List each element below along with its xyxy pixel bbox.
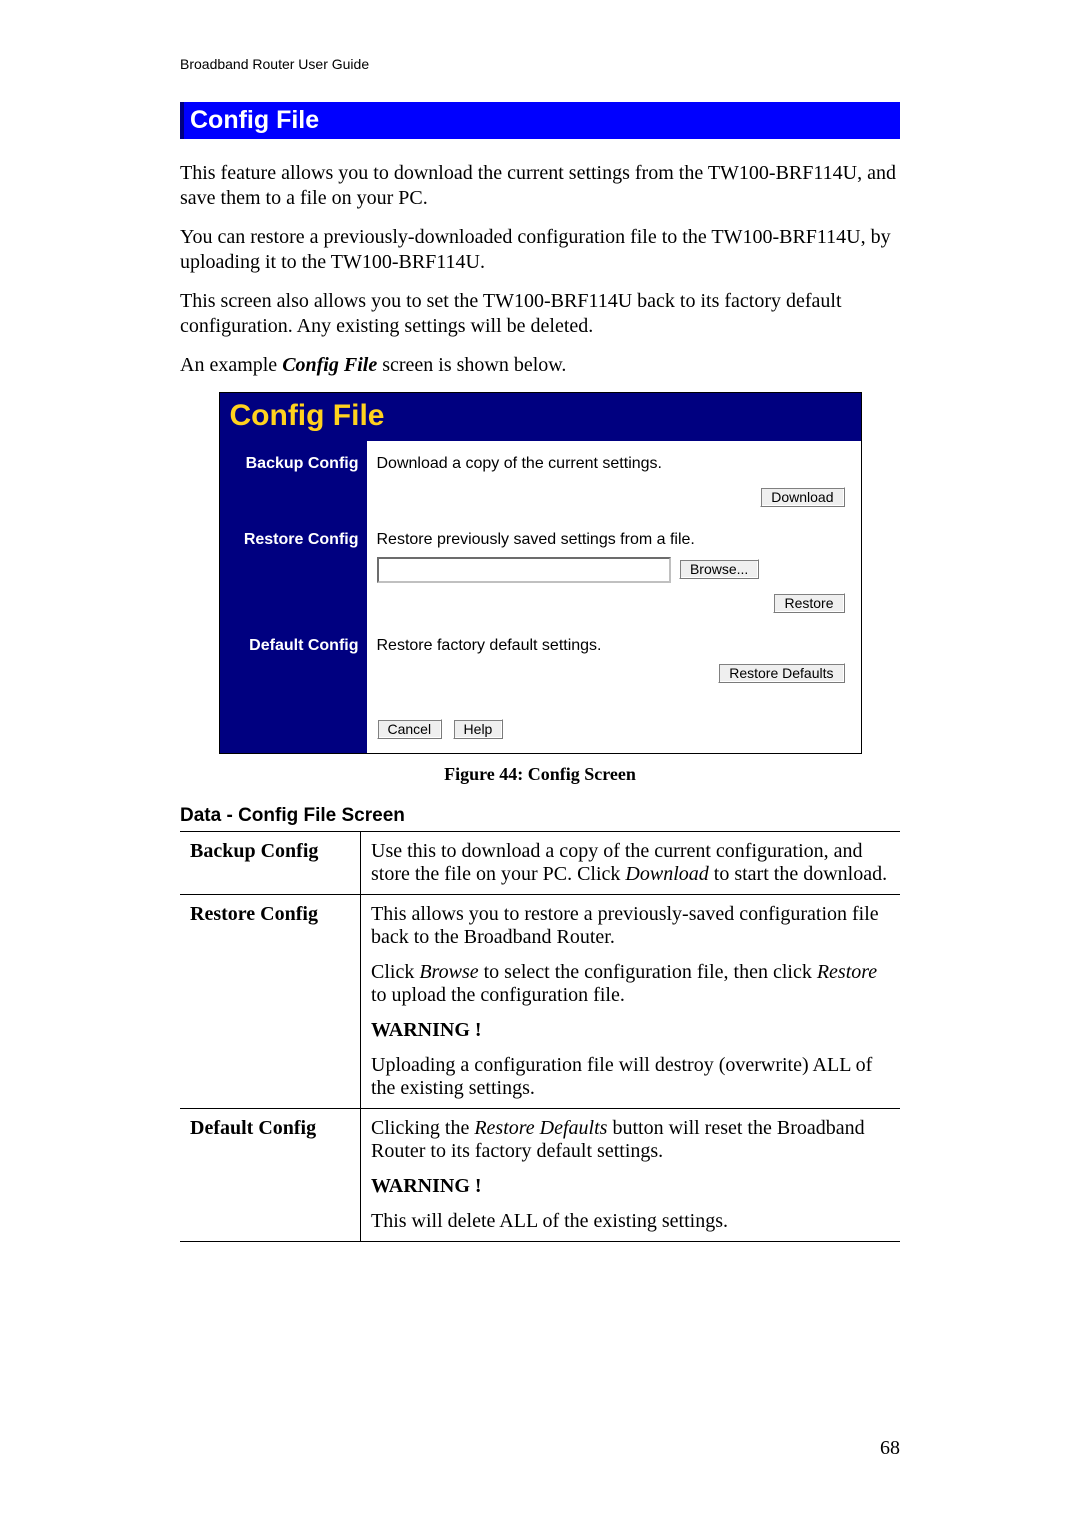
- restore-config-label: Restore Config: [220, 517, 367, 623]
- footer-content: Cancel Help: [367, 693, 861, 753]
- restore-desc-3: Uploading a configuration file will dest…: [371, 1054, 890, 1100]
- config-file-screenshot: Config File Backup Config Download a cop…: [219, 392, 862, 754]
- page-container: Broadband Router User Guide Config File …: [0, 0, 1080, 1528]
- restore-desc-2c: to upload the configuration file.: [371, 984, 625, 1006]
- restore-warning: WARNING !: [371, 1019, 890, 1042]
- p4-prefix: An example: [180, 354, 282, 376]
- section-title: Config File: [180, 102, 900, 139]
- restore-file-input[interactable]: [377, 557, 671, 583]
- default-desc-1em: Restore Defaults: [474, 1117, 607, 1139]
- paragraph-2: You can restore a previously-downloaded …: [180, 225, 900, 275]
- screenshot-title: Config File: [220, 393, 861, 441]
- default-config-label: Default Config: [220, 623, 367, 693]
- row-label-backup: Backup Config: [180, 832, 361, 895]
- row-content-default: Clicking the Restore Defaults button wil…: [361, 1109, 901, 1242]
- row-content-backup: Use this to download a copy of the curre…: [361, 832, 901, 895]
- download-button[interactable]: Download: [760, 487, 844, 507]
- browse-button[interactable]: Browse...: [679, 559, 759, 579]
- restore-desc-1: This allows you to restore a previously-…: [371, 903, 890, 949]
- help-button[interactable]: Help: [453, 719, 504, 739]
- backup-desc-b: to start the download.: [709, 863, 887, 885]
- restore-config-content: Restore previously saved settings from a…: [367, 517, 861, 623]
- default-desc-1a: Clicking the: [371, 1117, 474, 1139]
- footer-row: Cancel Help: [220, 693, 861, 753]
- restore-desc-2b: to select the configuration file, then c…: [479, 961, 817, 983]
- p4-suffix: screen is shown below.: [377, 354, 566, 376]
- backup-config-row: Backup Config Download a copy of the cur…: [220, 441, 861, 517]
- table-row: Backup Config Use this to download a cop…: [180, 832, 900, 895]
- table-row: Default Config Clicking the Restore Defa…: [180, 1109, 900, 1242]
- paragraph-4: An example Config File screen is shown b…: [180, 353, 900, 378]
- page-number: 68: [880, 1437, 900, 1460]
- default-config-content: Restore factory default settings. Restor…: [367, 623, 861, 693]
- row-label-restore: Restore Config: [180, 895, 361, 1109]
- document-header: Broadband Router User Guide: [180, 56, 900, 72]
- paragraph-3: This screen also allows you to set the T…: [180, 289, 900, 339]
- paragraph-1: This feature allows you to download the …: [180, 161, 900, 211]
- default-warning: WARNING !: [371, 1175, 890, 1198]
- restore-desc-2a: Click: [371, 961, 419, 983]
- data-subheading: Data - Config File Screen: [180, 805, 900, 827]
- footer-spacer: [220, 693, 367, 753]
- restore-defaults-button[interactable]: Restore Defaults: [718, 663, 844, 683]
- restore-desc-2em1: Browse: [419, 961, 478, 983]
- backup-desc-em: Download: [625, 863, 708, 885]
- p4-em: Config File: [282, 354, 377, 376]
- restore-config-row: Restore Config Restore previously saved …: [220, 517, 861, 623]
- backup-config-label: Backup Config: [220, 441, 367, 517]
- backup-config-text: Download a copy of the current settings.: [377, 455, 845, 473]
- restore-button[interactable]: Restore: [773, 593, 844, 613]
- cancel-button[interactable]: Cancel: [377, 719, 443, 739]
- restore-desc-2em2: Restore: [817, 961, 877, 983]
- row-content-restore: This allows you to restore a previously-…: [361, 895, 901, 1109]
- default-desc-2: This will delete ALL of the existing set…: [371, 1210, 890, 1233]
- figure-caption: Figure 44: Config Screen: [180, 764, 900, 785]
- row-label-default: Default Config: [180, 1109, 361, 1242]
- table-row: Restore Config This allows you to restor…: [180, 895, 900, 1109]
- default-config-text: Restore factory default settings.: [377, 637, 845, 655]
- restore-config-text: Restore previously saved settings from a…: [377, 531, 845, 549]
- backup-config-content: Download a copy of the current settings.…: [367, 441, 861, 517]
- data-table: Backup Config Use this to download a cop…: [180, 831, 900, 1242]
- default-config-row: Default Config Restore factory default s…: [220, 623, 861, 693]
